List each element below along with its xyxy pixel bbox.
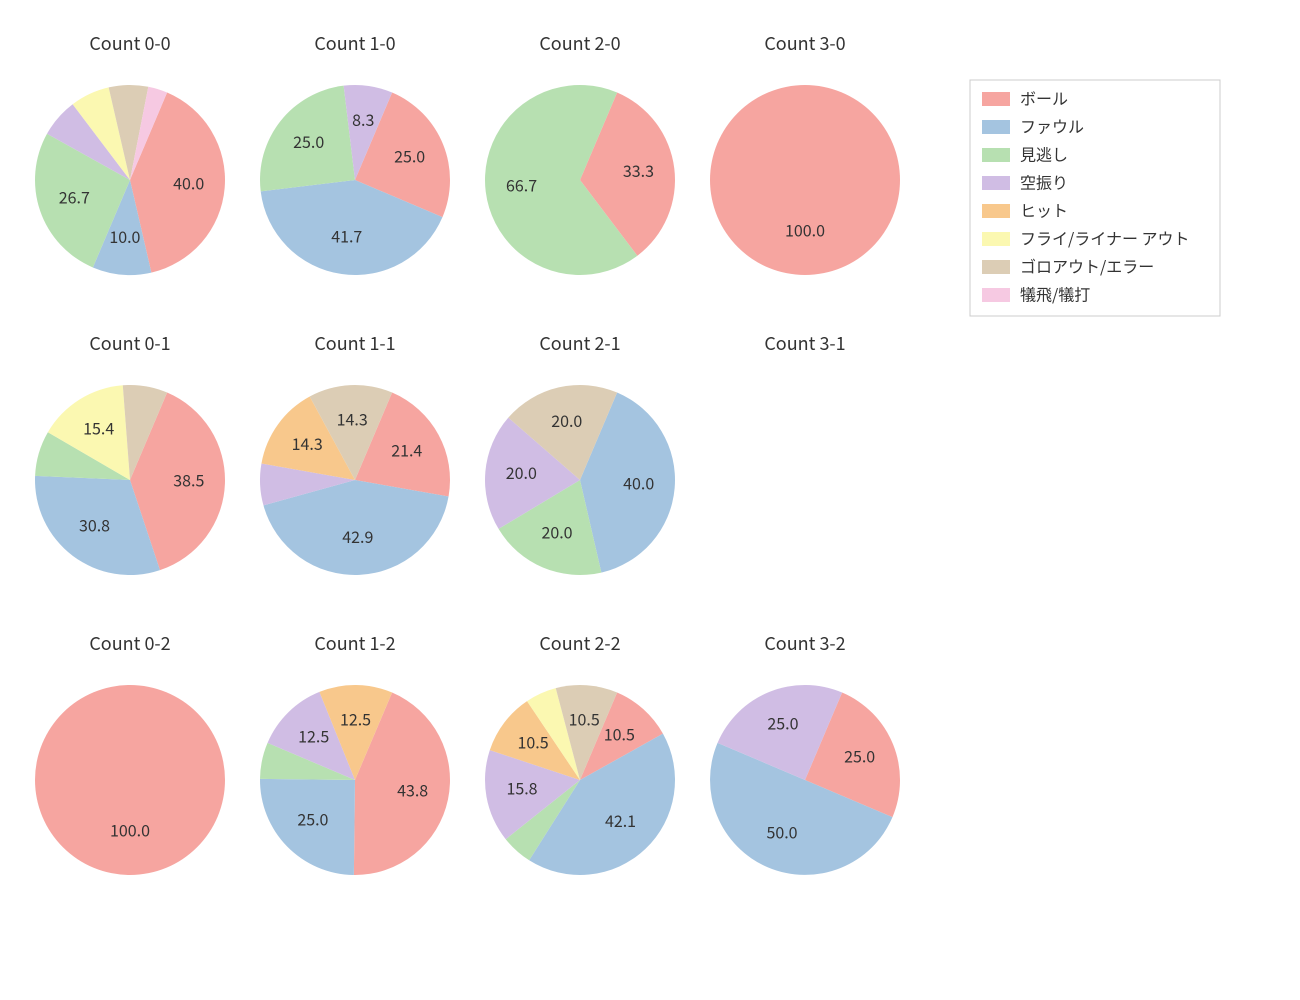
chart-title: Count 1-0 xyxy=(314,30,395,56)
legend-swatch xyxy=(982,92,1010,106)
legend-swatch xyxy=(982,260,1010,274)
slice-label: 25.0 xyxy=(297,806,328,830)
slice-label: 42.1 xyxy=(605,808,636,832)
chart-title: Count 3-2 xyxy=(764,630,845,656)
legend-swatch xyxy=(982,120,1010,134)
legend: ボールファウル見逃し空振りヒットフライ/ライナー アウトゴロアウト/エラー犠飛/… xyxy=(970,80,1220,316)
slice-label: 25.0 xyxy=(844,743,875,767)
pie-chart: Count 3-1 xyxy=(764,330,845,356)
chart-title: Count 3-1 xyxy=(764,330,845,356)
slice-label: 26.7 xyxy=(59,184,90,208)
slice-label: 40.0 xyxy=(623,470,654,494)
slice-label: 25.0 xyxy=(767,711,798,735)
slice-label: 42.9 xyxy=(342,524,373,548)
legend-label: ヒット xyxy=(1020,197,1068,221)
slice-label: 15.8 xyxy=(506,776,537,800)
slice-label: 12.5 xyxy=(298,723,329,747)
chart-title: Count 0-0 xyxy=(89,30,170,56)
slice-label: 33.3 xyxy=(623,158,654,182)
legend-label: 空振り xyxy=(1020,169,1068,193)
legend-label: 犠飛/犠打 xyxy=(1020,281,1090,305)
slice-label: 12.5 xyxy=(340,706,371,730)
slice-label: 21.4 xyxy=(391,437,422,461)
chart-title: Count 2-2 xyxy=(539,630,620,656)
slice-label: 41.7 xyxy=(331,224,362,248)
legend-swatch xyxy=(982,232,1010,246)
slice-label: 10.5 xyxy=(518,730,549,754)
slice-label: 10.5 xyxy=(569,707,600,731)
slice-label: 20.0 xyxy=(506,460,537,484)
legend-swatch xyxy=(982,148,1010,162)
legend-swatch xyxy=(982,204,1010,218)
slice-label: 14.3 xyxy=(337,407,368,431)
slice-label: 38.5 xyxy=(173,468,204,492)
slice-label: 50.0 xyxy=(766,820,797,844)
chart-title: Count 1-1 xyxy=(314,330,395,356)
chart-title: Count 0-1 xyxy=(89,330,170,356)
chart-title: Count 2-0 xyxy=(539,30,620,56)
slice-label: 100.0 xyxy=(110,818,150,842)
legend-label: ゴロアウト/エラー xyxy=(1020,253,1154,277)
chart-stage: Count 0-0 40.0 10.0 26.7 Count 1-0 25.0 41.7 25… xyxy=(0,0,1300,1000)
slice-label: 10.0 xyxy=(109,224,140,248)
slice-label: 100.0 xyxy=(785,218,825,242)
chart-title: Count 0-2 xyxy=(89,630,170,656)
slice-label: 15.4 xyxy=(83,415,114,439)
legend-box xyxy=(970,80,1220,316)
slice-label: 25.0 xyxy=(293,129,324,153)
slice-label: 20.0 xyxy=(541,520,572,544)
slice-label: 14.3 xyxy=(292,431,323,455)
chart-title: Count 2-1 xyxy=(539,330,620,356)
chart-title: Count 3-0 xyxy=(764,30,845,56)
pie-slice xyxy=(710,85,900,275)
chart-svg: Count 0-0 40.0 10.0 26.7 Count 1-0 25.0 41.7 25… xyxy=(0,0,1300,1000)
slice-label: 10.5 xyxy=(604,722,635,746)
slice-label: 30.8 xyxy=(79,512,110,536)
slice-label: 8.3 xyxy=(352,107,374,131)
slice-label: 43.8 xyxy=(397,777,428,801)
legend-label: 見逃し xyxy=(1020,141,1068,165)
slice-label: 40.0 xyxy=(173,170,204,194)
legend-label: フライ/ライナー アウト xyxy=(1020,225,1190,249)
pie-slice xyxy=(35,685,225,875)
legend-label: ファウル xyxy=(1020,113,1084,137)
legend-swatch xyxy=(982,288,1010,302)
slice-label: 25.0 xyxy=(394,143,425,167)
chart-title: Count 1-2 xyxy=(314,630,395,656)
legend-swatch xyxy=(982,176,1010,190)
slice-label: 20.0 xyxy=(551,408,582,432)
legend-label: ボール xyxy=(1020,85,1068,109)
slice-label: 66.7 xyxy=(506,173,537,197)
